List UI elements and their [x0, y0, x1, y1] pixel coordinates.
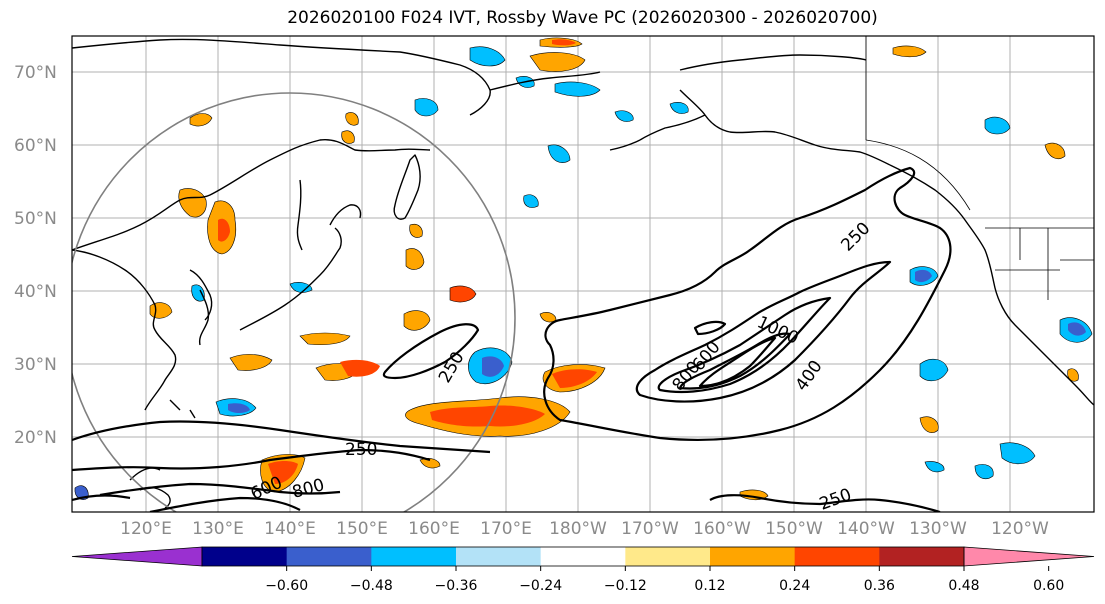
lon-label: 160°W	[693, 519, 751, 539]
coastlines	[72, 38, 1094, 509]
lat-label: 30°N	[14, 355, 57, 375]
lon-label: 160°E	[408, 519, 460, 539]
colorbar-segment	[879, 547, 965, 566]
colorbar-tick-label: −0.36	[435, 578, 478, 594]
colorbar-outline	[201, 546, 965, 567]
colorbar-segment	[202, 547, 288, 566]
colorbar-segment	[371, 547, 457, 566]
map-area	[72, 36, 1094, 512]
colorbar-tick-label: 0.60	[1033, 578, 1064, 594]
colorbar-tick-label: −0.24	[519, 578, 562, 594]
lat-label: 50°N	[14, 209, 57, 229]
colorbar-tick-label: −0.60	[265, 578, 308, 594]
lat-label: 60°N	[14, 136, 57, 156]
map-frame	[71, 35, 1095, 513]
colorbar-tick-label: −0.12	[604, 578, 647, 594]
colorbar-tick-label: 0.36	[864, 578, 895, 594]
colorbar-tick-label: 0.24	[779, 578, 810, 594]
lat-label: 20°N	[14, 428, 57, 448]
borders	[865, 36, 1094, 300]
lon-label: 140°E	[264, 519, 316, 539]
lon-label: 180°W	[549, 519, 607, 539]
colorbar-extend-min	[71, 546, 203, 567]
colorbar-segment	[286, 547, 372, 566]
colorbar: −0.60 −0.48 −0.36 −0.24 −0.12 0.12 0.24 0.36 0.4…	[71, 546, 1095, 594]
latitude-labels: 70°N 60°N 50°N 40°N 30°N 20°N	[14, 63, 57, 448]
lon-label: 120°E	[120, 519, 172, 539]
lon-label: 150°E	[336, 519, 388, 539]
colorbar-tick-label: 0.12	[694, 578, 725, 594]
influence-circle	[72, 92, 516, 512]
lon-label: 170°E	[480, 519, 532, 539]
colorbar-tick-label: 0.48	[948, 578, 979, 594]
lon-label: 170°W	[621, 519, 679, 539]
colorbar-segment	[540, 547, 626, 566]
lat-label: 40°N	[14, 282, 57, 302]
colorbar-segment	[794, 547, 880, 566]
chart-title: 2026020100 F024 IVT, Rossby Wave PC (202…	[287, 8, 878, 28]
positive-anomaly-patches	[149, 37, 1079, 501]
lon-label: 120°W	[991, 519, 1049, 539]
lon-label: 140°W	[837, 519, 895, 539]
lat-label: 70°N	[14, 63, 57, 83]
colorbar-tick-label: −0.48	[350, 578, 393, 594]
colorbar-segment	[456, 547, 542, 566]
lon-label: 130°E	[192, 519, 244, 539]
colorbar-segment	[625, 547, 711, 566]
longitude-labels: 120°E 130°E 140°E 150°E 160°E 170°E 180°…	[120, 519, 1049, 539]
ivt-contours	[72, 166, 952, 512]
lon-label: 150°W	[765, 519, 823, 539]
negative-anomaly-patches	[74, 46, 1093, 500]
contour-label: 250	[345, 440, 377, 460]
colorbar-segment	[710, 547, 796, 566]
colorbar-extend-max	[963, 546, 1095, 567]
lon-label: 130°W	[909, 519, 967, 539]
